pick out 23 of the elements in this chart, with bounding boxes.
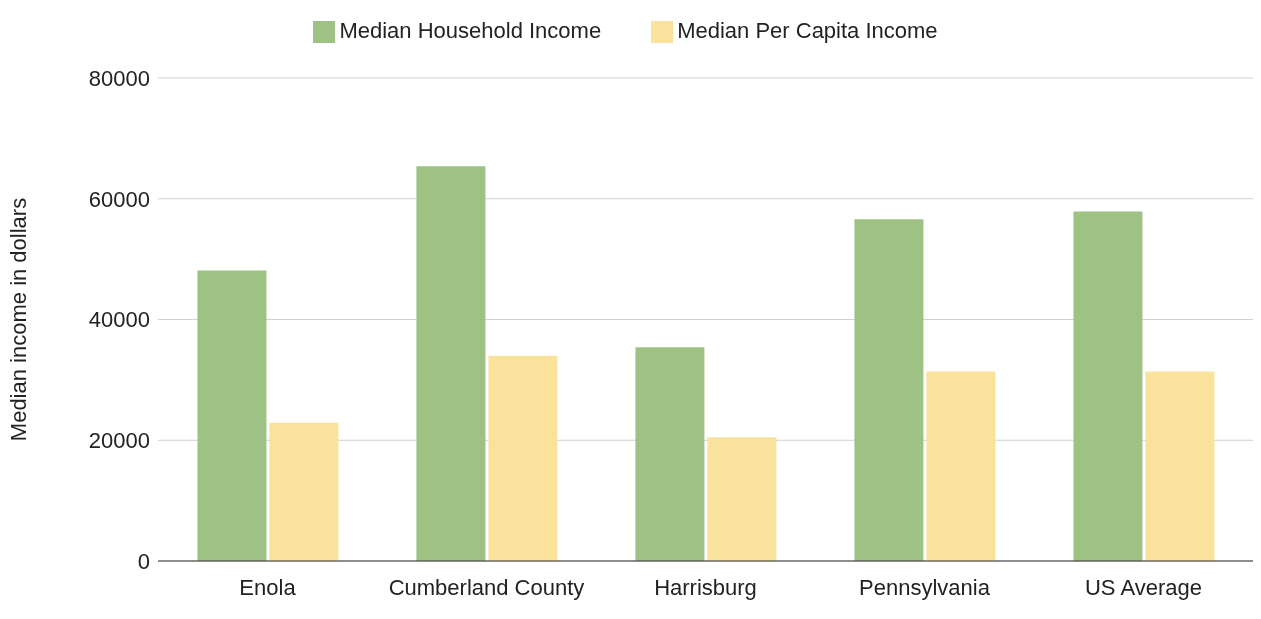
y-tick-label: 20000 (88, 428, 150, 454)
bar (416, 166, 486, 561)
bar (635, 347, 705, 561)
x-tick-label: Cumberland County (388, 574, 585, 600)
x-tick-label: Pennsylvania (859, 574, 991, 600)
bar (1145, 371, 1215, 561)
x-tick-label: Enola (239, 574, 297, 600)
bar (197, 270, 267, 561)
legend-label: Median Per Capita Income (677, 18, 938, 43)
x-tick-label: Harrisburg (654, 574, 757, 600)
bar (926, 371, 996, 561)
y-tick-label: 60000 (88, 186, 150, 212)
y-axis-title: Median income in dollars (5, 197, 31, 442)
bar (269, 422, 339, 561)
bar (488, 355, 558, 561)
legend-label: Median Household Income (339, 18, 602, 43)
y-tick-label: 0 (137, 548, 150, 574)
y-tick-label: 40000 (88, 307, 150, 333)
x-tick-label: US Average (1084, 574, 1203, 600)
bar (1073, 211, 1143, 561)
bar (707, 437, 777, 561)
y-tick-label: 80000 (88, 65, 150, 91)
bar (854, 219, 924, 561)
